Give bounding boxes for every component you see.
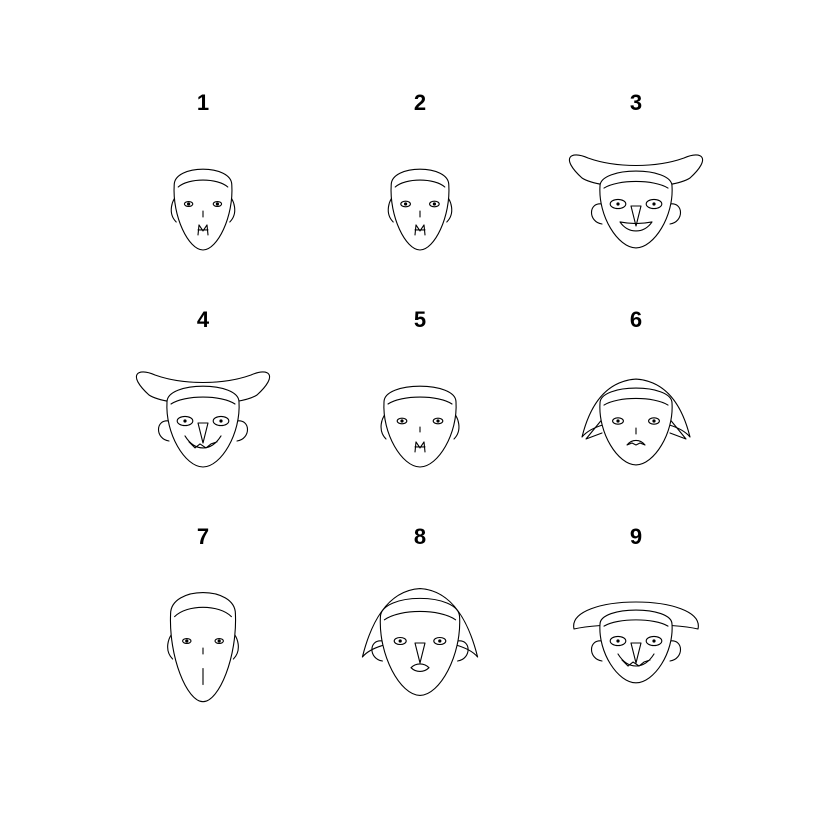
pupil-left: [616, 419, 620, 423]
hairline: [177, 179, 229, 188]
eye-right: [214, 637, 224, 644]
mouth: [617, 653, 655, 667]
pupil-left: [185, 639, 189, 643]
ear-left: [157, 420, 170, 442]
face-outline: [173, 168, 233, 251]
pupil-right: [436, 419, 440, 423]
pupil-right: [215, 202, 219, 206]
pupil-left: [616, 202, 620, 206]
face-label: 7: [197, 524, 209, 549]
eye-right: [645, 635, 663, 647]
eye-left: [176, 415, 194, 427]
pupil-right: [652, 639, 656, 643]
ear-left: [585, 416, 605, 440]
face-label: 5: [414, 307, 426, 332]
eye-left: [400, 200, 411, 208]
face-outline: [169, 592, 237, 703]
pupil-left: [616, 639, 620, 643]
eye-left: [183, 201, 194, 208]
nose: [197, 422, 209, 444]
face-3: 3: [568, 90, 704, 249]
eye-left: [393, 636, 407, 646]
hairline: [383, 611, 457, 621]
face-outline: [379, 597, 461, 696]
nose: [630, 642, 642, 664]
nose: [630, 205, 642, 227]
eye-right: [648, 417, 660, 425]
mouth: [626, 439, 646, 446]
pupil-right: [652, 419, 656, 423]
hairline: [394, 179, 446, 188]
eye-right: [212, 415, 230, 427]
hairline: [603, 397, 669, 406]
nose: [414, 642, 426, 664]
pupil-left: [398, 639, 402, 643]
face-label: 4: [197, 307, 210, 332]
face-outline: [599, 609, 673, 684]
hairline: [170, 396, 236, 405]
hairline: [603, 180, 669, 189]
hairline: [387, 396, 453, 405]
eye-left: [609, 635, 627, 647]
eye-right: [433, 636, 447, 646]
face-4: 4: [135, 307, 271, 468]
pupil-right: [217, 639, 221, 643]
mouth: [197, 224, 209, 236]
pupil-left: [187, 202, 191, 206]
hairline: [174, 606, 232, 618]
eye-right: [429, 200, 440, 208]
face-outline: [166, 385, 240, 468]
face-9: 9: [573, 524, 699, 684]
eye-left: [396, 417, 408, 425]
face-label: 2: [414, 90, 426, 115]
eye-left: [609, 198, 627, 210]
mouth: [184, 435, 222, 449]
eye-right: [212, 201, 223, 208]
eye-left: [182, 637, 192, 644]
face-1: 1: [170, 90, 236, 251]
face-outline: [599, 170, 673, 249]
hairline: [603, 619, 669, 627]
face-label: 9: [630, 524, 642, 549]
face-7: 7: [167, 524, 239, 703]
face-outline: [390, 168, 450, 251]
face-8: 8: [361, 524, 479, 696]
face-6: 6: [581, 307, 691, 466]
ear-right: [457, 640, 469, 662]
mouth: [414, 441, 426, 453]
ear-left: [371, 640, 383, 662]
eye-right: [432, 417, 444, 425]
pupil-left: [183, 419, 187, 423]
pupil-right: [219, 419, 223, 423]
pupil-left: [404, 202, 408, 206]
mouth: [414, 224, 426, 236]
face-5: 5: [380, 307, 460, 468]
pupil-right: [432, 202, 436, 206]
pupil-right: [438, 639, 442, 643]
face-outline: [599, 387, 673, 466]
ear-right: [667, 416, 687, 440]
ear-left: [590, 203, 603, 225]
ear-right: [669, 203, 682, 225]
mouth: [619, 221, 653, 232]
pupil-right: [652, 202, 656, 206]
ear-right: [236, 420, 249, 442]
pupil-left: [400, 419, 404, 423]
ear-left: [590, 640, 603, 662]
face-label: 1: [197, 90, 209, 115]
face-label: 6: [630, 307, 642, 332]
ear-right: [669, 640, 682, 662]
eye-right: [645, 198, 663, 210]
eye-left: [612, 417, 624, 425]
face-2: 2: [387, 90, 453, 251]
face-label: 8: [414, 524, 426, 549]
mouth: [410, 663, 430, 672]
face-label: 3: [630, 90, 642, 115]
